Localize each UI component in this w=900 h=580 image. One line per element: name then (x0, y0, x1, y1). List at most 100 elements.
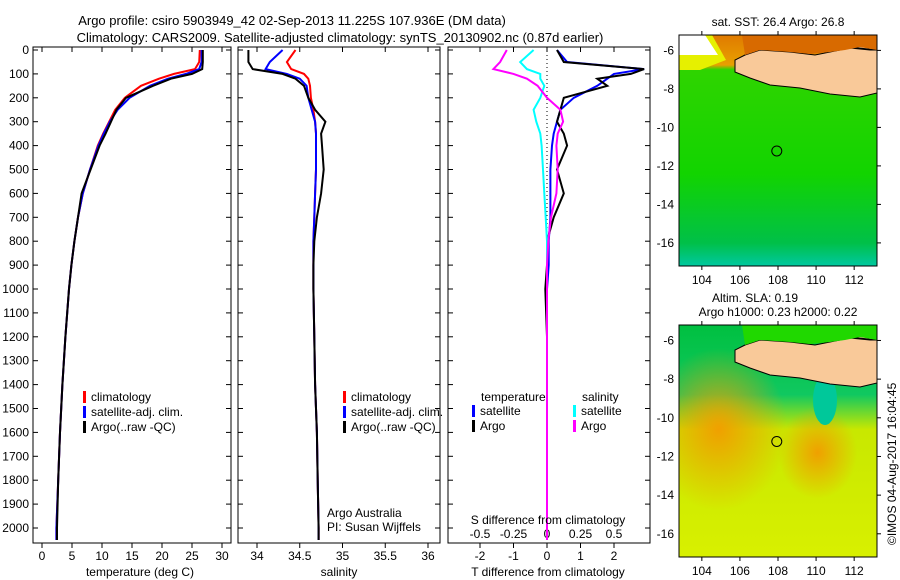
difference-panel: -2 -1 0 1 2-0.5 -0.25 0 0.25 0.5satelliteArgosat… (447, 46, 651, 563)
sst-map-title: sat. SST: 26.4 Argo: 26.8 (712, 15, 845, 29)
x-tick-label: 35.5 (374, 549, 398, 563)
y-tick-label: 1200 (2, 330, 29, 344)
map-x-tick-label: 108 (768, 273, 788, 287)
s-tick-label: 0.25 (569, 527, 593, 541)
argo-float-marker (771, 435, 783, 447)
y-tick-label: 600 (9, 186, 29, 200)
sla-map-title-line1: Altim. SLA: 0.19 (712, 291, 798, 305)
map-y-tick-label: -14 (657, 197, 675, 211)
temperature-xlabel: temperature (deg C) (86, 565, 194, 579)
sla-map (679, 325, 877, 557)
java-sea (742, 325, 877, 345)
x-tick-label: -2 (475, 549, 486, 563)
legend-label: satellite-adj. clim. (91, 405, 183, 419)
imos-watermark: ©IMOS 04-Aug-2017 16:04:45 (885, 382, 899, 545)
x-tick-label: 20 (155, 549, 169, 563)
series-line-argo-raw-qc- (56, 50, 204, 540)
legend-swatch (343, 406, 346, 418)
legend-swatch (472, 420, 475, 432)
map-x-tick-label: 110 (807, 564, 826, 578)
legend-swatch (343, 391, 346, 403)
s-tick-label: -0.5 (470, 527, 491, 541)
map-x-tick-label: 106 (730, 273, 750, 287)
map-y-tick-label: -6 (663, 333, 674, 347)
map-x-tick-label: 112 (845, 273, 864, 287)
x-tick-label: 30 (215, 549, 229, 563)
x-tick-label: 25 (185, 549, 199, 563)
x-tick-label: 10 (95, 549, 109, 563)
credit-line2: PI: Susan Wijffels (327, 520, 421, 534)
y-tick-label: 900 (9, 258, 29, 272)
legend-label: satellite (480, 404, 521, 418)
y-tick-label: 100 (9, 67, 29, 81)
y-tick-label: 300 (9, 115, 29, 129)
map-y-tick-label: -10 (657, 411, 675, 425)
plot-frame (237, 46, 441, 544)
argo-float-marker (771, 145, 783, 157)
legend-label: Argo (480, 419, 506, 433)
legend-swatch (83, 406, 86, 418)
map-x-tick-label: 110 (807, 273, 826, 287)
y-tick-label: 1900 (2, 497, 29, 511)
legend-swatch (343, 421, 346, 433)
legend-swatch (83, 421, 86, 433)
x-tick-label: 15 (125, 549, 139, 563)
map-x-tick-label: 104 (692, 273, 712, 287)
y-tick-label: 2000 (2, 521, 29, 535)
x-tick-label: -1 (508, 549, 519, 563)
legend-label: satellite-adj. clim. (351, 405, 443, 419)
legend-label: Argo (581, 419, 607, 433)
map-y-tick-label: -8 (663, 372, 674, 386)
legend-label: climatology (351, 390, 411, 404)
credit-line1: Argo Australia (327, 506, 402, 520)
map-y-tick-label: -10 (657, 120, 675, 134)
sst-map-axes: 104 106 108 110 112 -6 -8 -10 -12 -14 -16 (657, 31, 881, 287)
sla-low-patch (813, 375, 837, 425)
map-y-tick-label: -8 (663, 82, 674, 96)
map-y-tick-label: -14 (657, 488, 675, 502)
y-tick-label: 1500 (2, 402, 29, 416)
y-tick-label: 700 (9, 210, 29, 224)
x-tick-label: 34.5 (288, 549, 312, 563)
map-y-tick-label: -16 (657, 527, 675, 541)
x-tick-label: 36 (421, 549, 435, 563)
legend-swatch (83, 391, 86, 403)
figure-title-line2: Climatology: CARS2009. Satellite-adjuste… (77, 30, 604, 45)
map-x-tick-label: 112 (845, 564, 864, 578)
tdiff-xlabel: T difference from climatology (471, 565, 625, 579)
x-tick-label: 5 (69, 549, 76, 563)
legend-salinity-heading: salinity (582, 390, 619, 404)
x-tick-label: 0 (39, 549, 46, 563)
y-tick-label: 1000 (2, 282, 29, 296)
figure-title-line1: Argo profile: csiro 5903949_42 02-Sep-20… (78, 13, 506, 28)
y-tick-label: 200 (9, 91, 29, 105)
x-tick-label: 0 (544, 549, 551, 563)
y-tick-label: 1800 (2, 473, 29, 487)
legend-swatch (573, 405, 576, 417)
legend-label: satellite (581, 404, 622, 418)
map-y-tick-label: -6 (663, 43, 674, 57)
s-tick-label: -0.25 (500, 527, 528, 541)
map-x-tick-label: 104 (692, 564, 712, 578)
plot-frame (32, 46, 232, 544)
sdiff-xlabel: S difference from climatology (471, 513, 626, 527)
y-tick-label: 1100 (3, 306, 29, 320)
y-tick-label: 0 (22, 43, 29, 57)
sla-map-title-line2: Argo h1000: 0.23 h2000: 0.22 (699, 305, 858, 319)
sst-map (679, 35, 877, 266)
y-tick-label: 400 (9, 139, 29, 153)
legend-label: Argo(..raw -QC) (91, 420, 176, 434)
plot-frame (447, 46, 651, 544)
x-tick-label: 35 (336, 549, 350, 563)
map-y-tick-label: -12 (657, 449, 675, 463)
series-line-argo (491, 49, 565, 540)
legend-label: Argo(..raw -QC) (351, 420, 436, 434)
x-tick-label: 1 (577, 549, 584, 563)
java-sea-warm (742, 35, 877, 55)
legend-swatch (573, 420, 576, 432)
map-x-tick-label: 106 (730, 564, 750, 578)
salinity-xlabel: salinity (321, 565, 358, 579)
y-tick-label: 1300 (2, 354, 29, 368)
s-tick-label: 0.5 (606, 527, 623, 541)
